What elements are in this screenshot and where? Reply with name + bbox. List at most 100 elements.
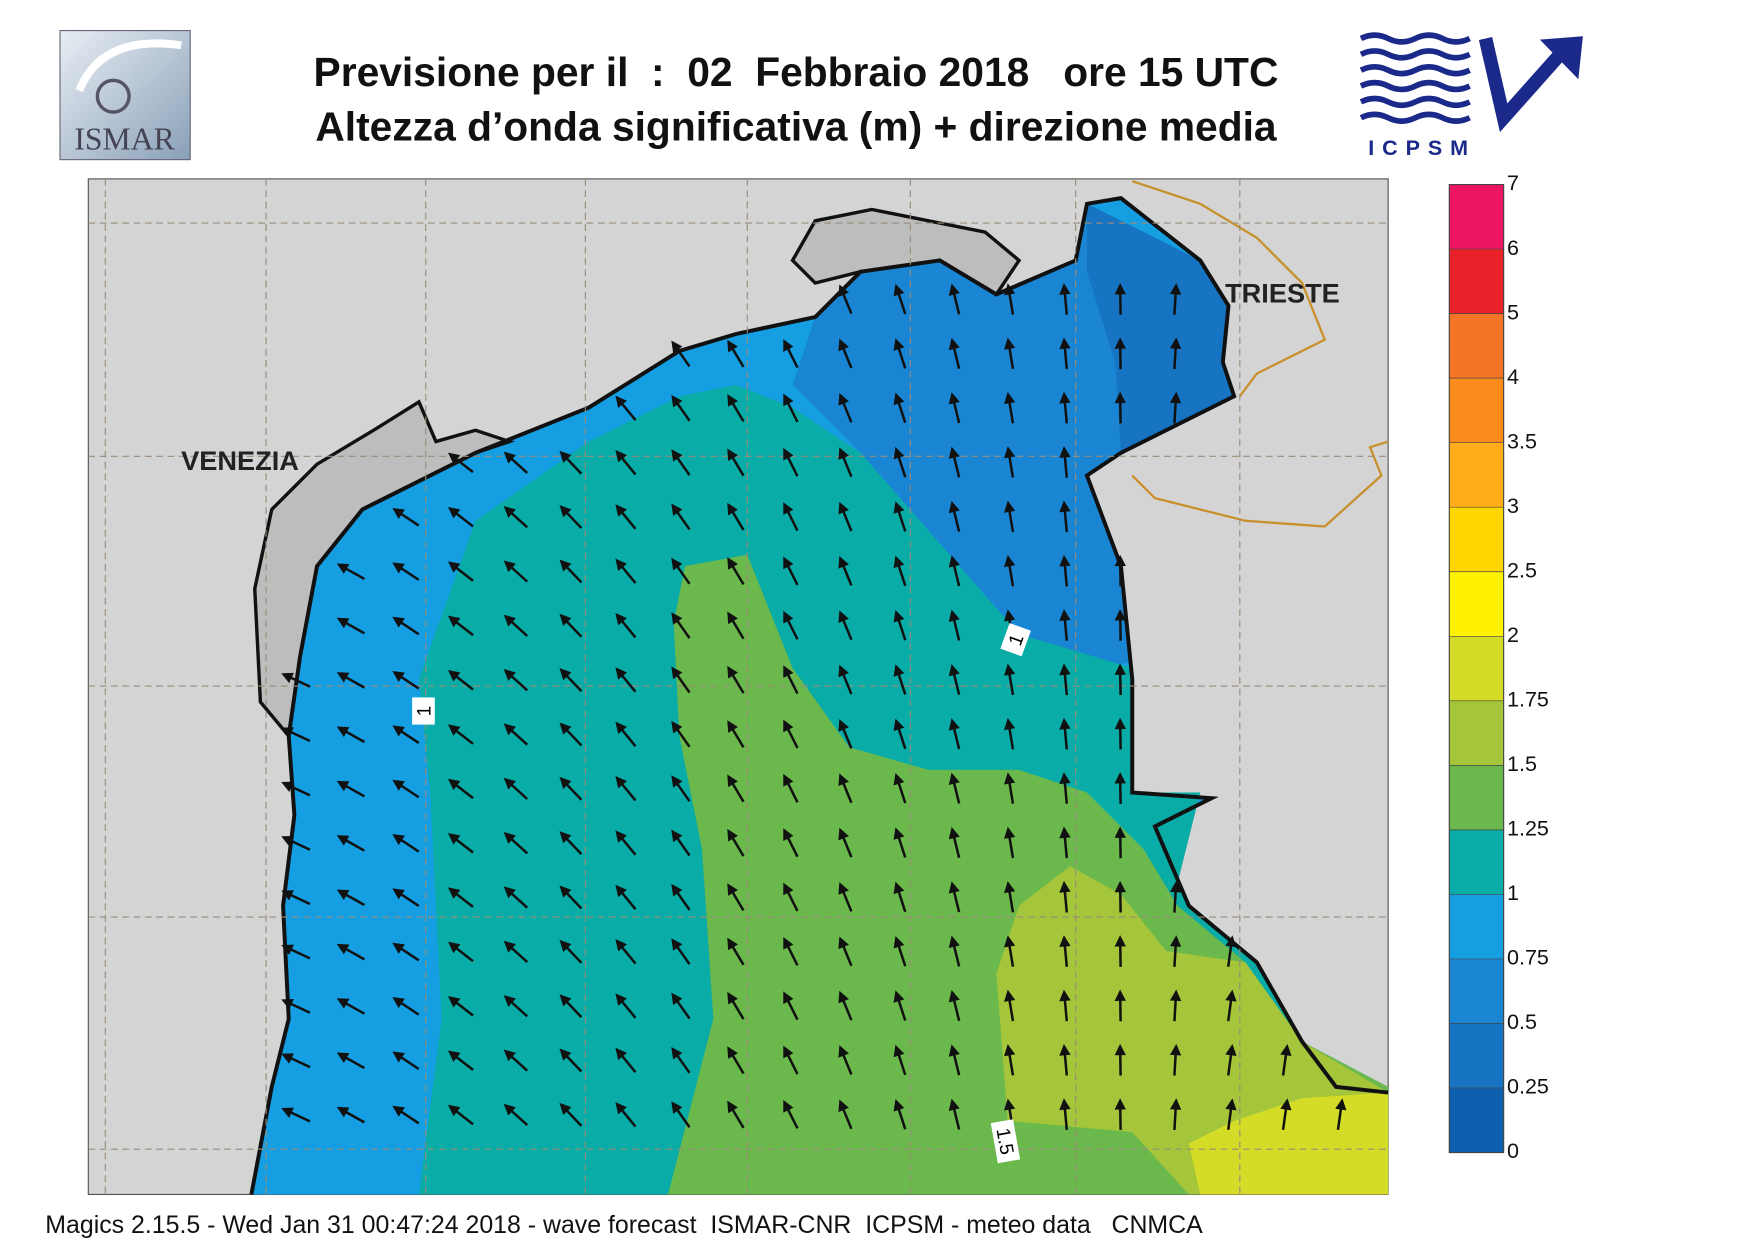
arrow-head [559, 885, 572, 898]
arrow [392, 1105, 420, 1125]
arrow-head [281, 727, 294, 738]
arrow-head [1059, 663, 1071, 676]
arrow [1114, 283, 1126, 315]
arrow [615, 939, 637, 965]
arrow-head [615, 449, 627, 463]
arrow [447, 778, 474, 800]
arrow-head [503, 886, 516, 899]
arrow-head [1004, 283, 1016, 296]
arrow-head [559, 559, 572, 572]
arrow [838, 882, 853, 912]
arrow [615, 449, 637, 476]
arrow-head [615, 612, 627, 626]
arrow-head [503, 777, 516, 790]
arrow-head [1059, 935, 1071, 948]
arrow-head [948, 283, 960, 296]
contour-label: 1 [412, 697, 435, 725]
arrow [447, 506, 474, 528]
arrow-head [727, 394, 738, 407]
arrow-head [727, 937, 738, 951]
arrow [671, 1046, 691, 1074]
arrow [948, 1044, 961, 1076]
arrow [1004, 283, 1016, 315]
arrow [447, 1050, 474, 1071]
arrow [559, 1102, 583, 1127]
city-label: VENEZIA [181, 445, 299, 476]
arrow [447, 615, 474, 637]
arrow [1114, 880, 1126, 913]
arrow-head [893, 936, 905, 949]
arrow [615, 1047, 637, 1074]
arrow [1059, 880, 1071, 913]
colorbar-bin [1449, 1088, 1504, 1153]
arrow [1059, 554, 1071, 587]
arrow [671, 992, 691, 1020]
colorbar-bin [1449, 313, 1504, 379]
arrow-head [1114, 337, 1126, 349]
arrow [392, 888, 420, 907]
arrow [893, 664, 907, 695]
arrow [1114, 989, 1126, 1022]
arrow-head [1004, 935, 1016, 948]
arrow [559, 1048, 583, 1073]
arrow [1169, 337, 1182, 370]
arrow-head [559, 505, 572, 518]
arrow-head [281, 672, 294, 684]
colorbar-bin [1449, 894, 1504, 959]
arrow-head [559, 668, 572, 681]
arrow-head [671, 503, 683, 517]
arrow [1004, 337, 1016, 370]
arrow [838, 1099, 853, 1130]
arrow [838, 501, 853, 532]
arrow [838, 664, 853, 695]
arrow [281, 944, 311, 960]
arrow-head [893, 827, 905, 840]
arrow [503, 995, 529, 1018]
arrow [1059, 1098, 1071, 1130]
arrow [893, 827, 907, 858]
arrow [1004, 391, 1016, 424]
arrow-head [1335, 1098, 1347, 1111]
arrow-head [1280, 1098, 1292, 1111]
arrow-head [1114, 772, 1126, 784]
arrow [1059, 391, 1071, 424]
arrow [1114, 826, 1126, 859]
arrow [838, 447, 853, 478]
arrow [1004, 989, 1016, 1022]
arrow-head [615, 993, 627, 1006]
arrow-head [336, 563, 350, 574]
arrow-head [893, 990, 905, 1003]
arrow-head [1114, 1098, 1126, 1110]
arrow-head [1114, 935, 1126, 947]
arrow-head [392, 562, 405, 574]
arrow-head [392, 616, 405, 628]
arrow-head [503, 723, 516, 736]
arrow-head [783, 339, 794, 352]
arrow [838, 393, 853, 423]
arrow-head [671, 557, 683, 571]
arrow [671, 394, 691, 422]
arrow-head [336, 998, 350, 1009]
arrow [336, 617, 366, 635]
colorbar-label: 0 [1507, 1139, 1519, 1163]
arrow [727, 611, 745, 640]
arrow [1169, 935, 1182, 967]
arrow [1059, 500, 1071, 533]
arrow [447, 1104, 474, 1126]
arrow-head [783, 665, 794, 678]
arrow-head [671, 775, 683, 788]
arrow-head [727, 828, 738, 842]
arrow [392, 508, 420, 527]
arrow-head [1114, 663, 1126, 675]
arrow [1169, 1098, 1182, 1130]
colorbar-label: 3 [1507, 494, 1519, 518]
arrow-head [336, 780, 350, 792]
colorbar-label: 2.5 [1507, 558, 1537, 582]
arrow-head [447, 506, 461, 519]
colorbar-label: 1.25 [1507, 817, 1549, 841]
arrow-head [559, 776, 572, 789]
arrow [671, 720, 691, 748]
arrow-head [1114, 283, 1126, 295]
arrow [727, 883, 745, 912]
